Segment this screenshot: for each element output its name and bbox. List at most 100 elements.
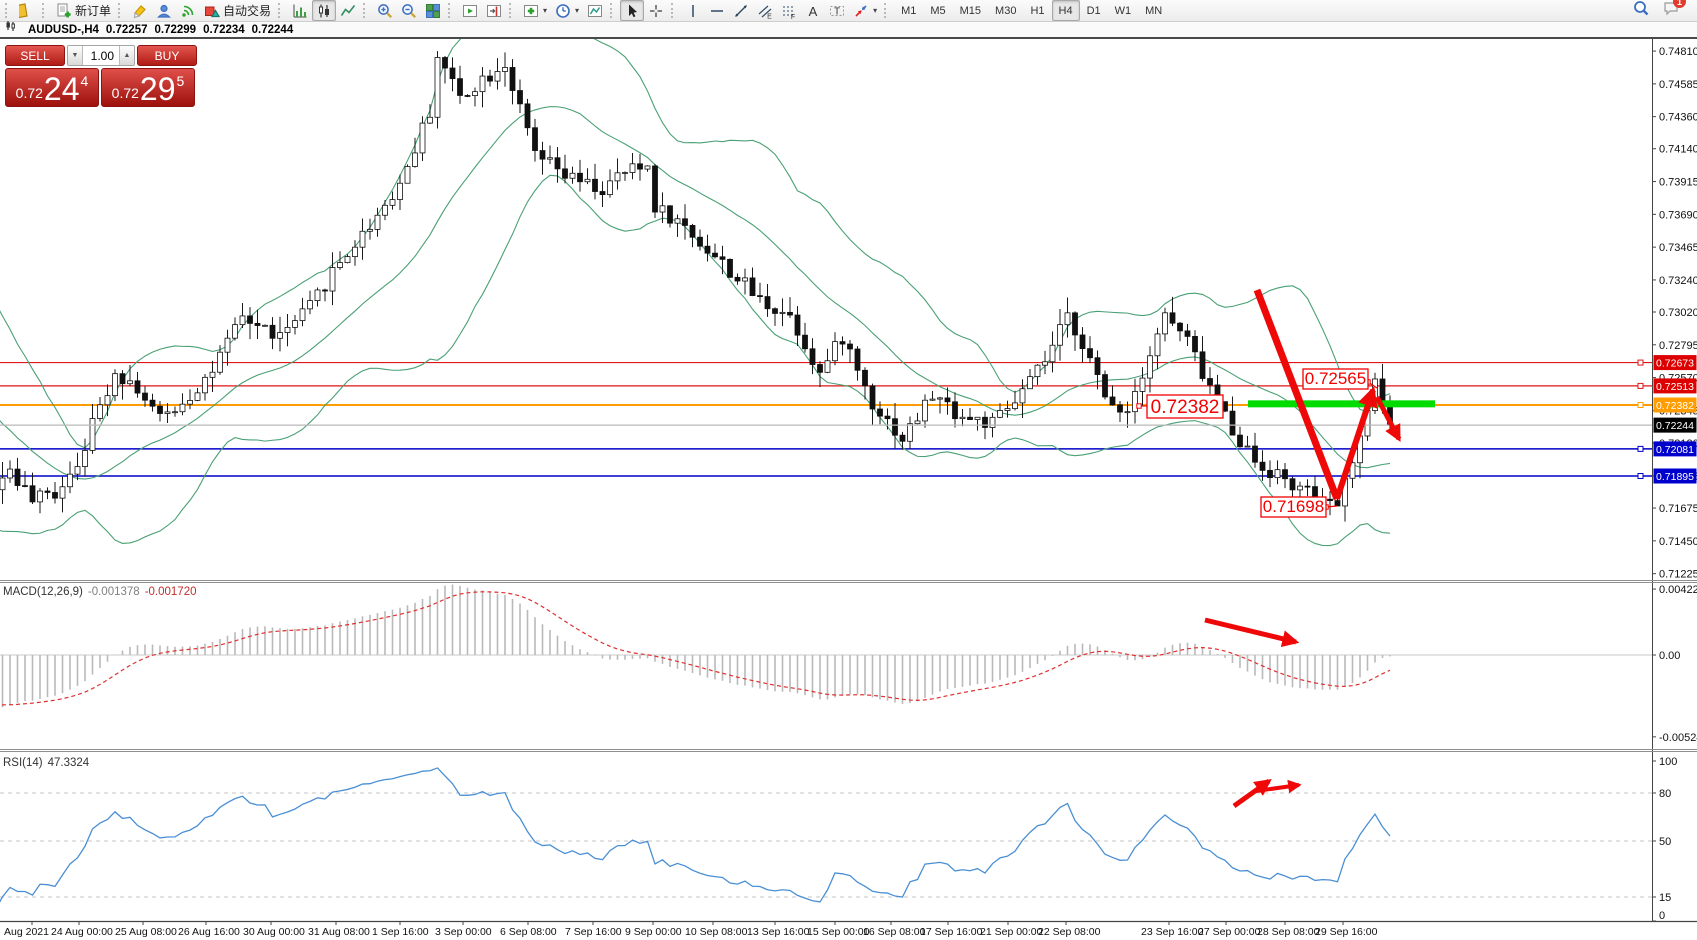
svg-text:0.72244: 0.72244 — [1656, 420, 1694, 432]
auto-scroll-button[interactable] — [458, 0, 482, 21]
toolbar-group-handle[interactable] — [610, 3, 616, 18]
toolbar-group-handle[interactable] — [118, 3, 124, 18]
timeframe-d1-button[interactable]: D1 — [1080, 0, 1108, 21]
timeframe-h4-button[interactable]: H4 — [1051, 0, 1080, 21]
toolbar-group-handle[interactable] — [278, 3, 284, 18]
buy-price-big: 29 — [139, 71, 176, 107]
timeframe-m1-button[interactable]: M1 — [894, 0, 923, 21]
price-tags: 0.72673 0.72513 0.72382 0.72081 0.71895 0.722… — [1653, 355, 1697, 484]
svg-text:0.71450: 0.71450 — [1659, 536, 1697, 548]
timeframe-m30-button[interactable]: M30 — [988, 0, 1023, 21]
hline-button[interactable] — [705, 0, 729, 21]
svg-text:28 Sep 08:00: 28 Sep 08:00 — [1257, 926, 1320, 938]
periods-icon — [556, 3, 570, 18]
clipped-icon — [19, 2, 28, 18]
sell-price-big: 24 — [43, 71, 80, 107]
sell-button[interactable]: SELL — [5, 45, 65, 66]
zoom-in-button[interactable] — [373, 0, 397, 21]
signal-button[interactable] — [176, 0, 200, 21]
svg-text:0.73240: 0.73240 — [1659, 275, 1697, 287]
timeframe-w1-button[interactable]: W1 — [1108, 0, 1139, 21]
profile-icon — [157, 4, 171, 18]
crosshair-button[interactable] — [644, 0, 668, 21]
clipped-button[interactable] — [15, 0, 39, 21]
button-label: M5 — [930, 4, 946, 17]
toolbar-group-handle[interactable] — [363, 3, 369, 18]
svg-text:22 Sep 08:00: 22 Sep 08:00 — [1038, 926, 1101, 938]
vline-button[interactable] — [681, 0, 705, 21]
macd-pane: 0.004227 0.00 -0.005247 — [0, 584, 1697, 744]
toolbar-group-handle[interactable] — [5, 3, 11, 18]
svg-text:15 Sep 00:00: 15 Sep 00:00 — [807, 926, 870, 938]
periods-button[interactable]: ▾ — [551, 0, 583, 21]
svg-text:0.73915: 0.73915 — [1659, 177, 1697, 189]
indicators-button[interactable]: ▾ — [519, 0, 551, 21]
support-band[interactable] — [1248, 400, 1435, 408]
buy-button[interactable]: BUY — [137, 45, 197, 66]
template-button[interactable] — [583, 0, 607, 21]
toolbar-group-handle[interactable] — [509, 3, 515, 18]
svg-text:23 Sep 16:00: 23 Sep 16:00 — [1141, 926, 1204, 938]
shapes-button[interactable]: ▾ — [849, 0, 881, 21]
hline-icon — [711, 9, 724, 12]
new-order-button[interactable]: 新订单 — [52, 0, 115, 21]
chat-button[interactable]: 1 — [1663, 0, 1686, 21]
toolbar-group-handle[interactable] — [42, 3, 48, 18]
button-label: 新订单 — [75, 4, 112, 18]
volume-input[interactable] — [83, 46, 119, 65]
text-button[interactable]: A — [801, 0, 825, 21]
line-chart-button[interactable] — [336, 0, 360, 21]
svg-text:A: A — [809, 4, 818, 19]
svg-text:0.00: 0.00 — [1659, 650, 1680, 662]
candle-chart-button[interactable] — [312, 0, 337, 21]
zoom-out-button[interactable] — [397, 0, 421, 21]
timeframe-m15-button[interactable]: M15 — [953, 0, 988, 21]
search-icon — [1634, 1, 1649, 16]
channel-button[interactable]: E — [753, 0, 777, 21]
svg-text:Aug 2021: Aug 2021 — [4, 926, 49, 938]
main-toolbar: 新订单 自动交易 ▾ ▾ E F A T ▾ M1 M5 M15 M30 H1 H4 D1 W1 MN 1 — [0, 0, 1697, 22]
horizontal-level-lines[interactable] — [0, 359, 1652, 479]
price-axis: 0.74810 0.74585 0.74360 0.74140 0.73915 0.736… — [1652, 46, 1697, 581]
timeframe-m5-button[interactable]: M5 — [923, 0, 952, 21]
chart-shift-button[interactable] — [482, 0, 506, 21]
trend-arrows[interactable] — [1204, 288, 1402, 809]
timeframe-mn-button[interactable]: MN — [1138, 0, 1169, 21]
toolbar-group-handle[interactable] — [448, 3, 454, 18]
rsi-label: RSI(14) 47.3324 — [3, 757, 90, 769]
bar-chart-button[interactable] — [288, 0, 312, 21]
search-icon[interactable] — [1633, 0, 1649, 21]
autotrade-button[interactable]: 自动交易 — [200, 0, 275, 21]
highlighter-icon — [133, 4, 146, 18]
timeframe-h1-button[interactable]: H1 — [1023, 0, 1051, 21]
buy-price-box[interactable]: 0.72 29 5 — [101, 68, 195, 107]
svg-text:26 Aug 16:00: 26 Aug 16:00 — [178, 926, 240, 938]
tile-windows-button[interactable] — [421, 0, 445, 21]
line-chart-icon — [340, 4, 356, 16]
rsi-pane: 100 80 50 15 0 — [0, 756, 1677, 922]
highlighter-button[interactable] — [128, 0, 152, 21]
svg-text:16 Sep 08:00: 16 Sep 08:00 — [863, 926, 926, 938]
cursor-button[interactable] — [620, 0, 645, 21]
dropdown-caret-icon: ▾ — [873, 6, 878, 15]
label-button[interactable]: T — [825, 0, 849, 21]
toolbar-group-handle[interactable] — [671, 3, 677, 18]
time-axis: Aug 2021 24 Aug 00:00 25 Aug 08:00 26 Aug 1… — [4, 921, 1378, 938]
buy-price-frac: 5 — [176, 73, 185, 89]
sell-price-box[interactable]: 0.72 24 4 — [5, 68, 99, 107]
svg-text:0.74360: 0.74360 — [1659, 112, 1697, 124]
autotrade-icon — [205, 6, 221, 17]
volume-increase-button[interactable]: ▲ — [119, 46, 134, 65]
volume-decrease-button[interactable]: ▼ — [68, 46, 83, 65]
profile-button[interactable] — [152, 0, 176, 21]
chart-canvas[interactable]: 0.74810 0.74585 0.74360 0.74140 0.73915 0.736… — [0, 39, 1697, 940]
svg-text:31 Aug 08:00: 31 Aug 08:00 — [308, 926, 370, 938]
fibonacci-button[interactable]: F — [777, 0, 801, 21]
svg-text:0.71698: 0.71698 — [1263, 497, 1324, 516]
annotation-price-labels[interactable]: 0.72382 0.72565 0.71698 — [1136, 368, 1378, 518]
svg-text:30 Aug 00:00: 30 Aug 00:00 — [243, 926, 305, 938]
ohlc-open: 0.72257 — [105, 23, 148, 36]
svg-text:F: F — [791, 13, 795, 18]
toolbar-group-handle[interactable] — [884, 3, 890, 18]
trendline-button[interactable] — [729, 0, 753, 21]
